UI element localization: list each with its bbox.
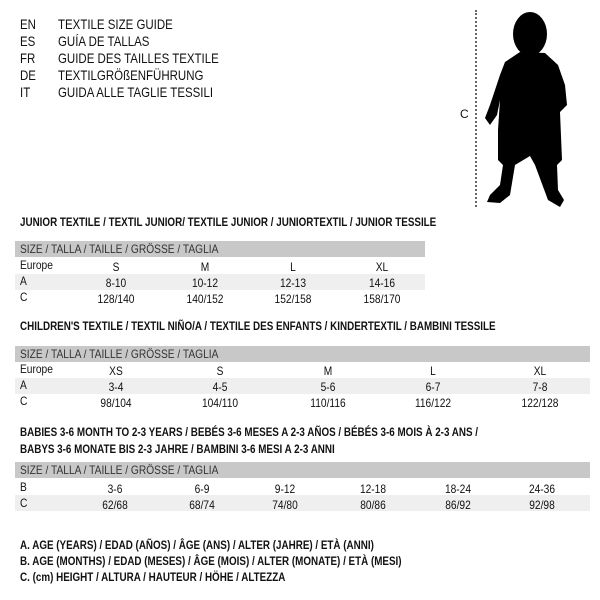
language-title: GUIDE DES TAILLES TEXTILE — [58, 50, 219, 66]
table-cell: 5-6 — [320, 380, 336, 394]
table-cell: 158/170 — [363, 292, 401, 306]
size-header-label: SIZE / TALLA / TAILLE / GRÖSSE / TAGLIA — [20, 347, 219, 361]
table-cell: M — [200, 260, 210, 274]
babies-title-line2: BABYS 3-6 MONATE BIS 2-3 JAHRE / BAMBINI… — [20, 442, 335, 456]
language-title: GUIDA ALLE TAGLIE TESSILI — [58, 84, 214, 100]
children-band — [15, 378, 590, 394]
table-cell: 4-5 — [212, 380, 228, 394]
junior-size-header: SIZE / TALLA / TAILLE / GRÖSSE / TAGLIA — [15, 241, 425, 257]
table-cell: 9-12 — [274, 482, 296, 496]
junior-band — [15, 274, 425, 290]
table-cell: 140/152 — [186, 292, 224, 306]
row-label: B — [20, 480, 27, 494]
table-cell: 128/140 — [97, 292, 135, 306]
table-cell: XL — [375, 260, 389, 274]
language-code: ES — [20, 33, 36, 49]
table-cell: 8-10 — [105, 276, 127, 290]
babies-band — [15, 495, 590, 511]
table-cell: 3-6 — [107, 482, 123, 496]
child-silhouette-icon — [485, 12, 567, 207]
language-title: TEXTILE SIZE GUIDE — [58, 16, 173, 32]
table-cell: 104/110 — [201, 396, 239, 410]
language-code: FR — [20, 50, 36, 66]
row-label: Europe — [20, 362, 53, 376]
table-cell: XS — [109, 364, 123, 378]
table-cell: 122/128 — [521, 396, 559, 410]
table-cell: 7-8 — [532, 380, 548, 394]
table-cell: S — [112, 260, 120, 274]
row-label: C — [20, 496, 28, 510]
babies-size-header: SIZE / TALLA / TAILLE / GRÖSSE / TAGLIA — [15, 462, 590, 478]
table-cell: 12-18 — [359, 482, 387, 496]
table-cell: 14-16 — [368, 276, 396, 290]
row-label: Europe — [20, 258, 53, 272]
table-cell: 68/74 — [189, 498, 215, 512]
table-cell: 80/86 — [360, 498, 386, 512]
row-label: C — [20, 394, 28, 408]
height-measure-line — [475, 10, 477, 207]
language-title: TEXTILGRÖßENFÜHRUNG — [58, 67, 204, 83]
babies-title-line1: BABIES 3-6 MONTH TO 2-3 YEARS / BEBÉS 3-… — [20, 425, 479, 439]
table-cell: 10-12 — [191, 276, 219, 290]
children-title: CHILDREN'S TEXTILE / TEXTIL NIÑO/A / TEX… — [20, 319, 496, 333]
legend-c: C. (cm) HEIGHT / ALTURA / HAUTEUR / HÖHE… — [20, 570, 286, 584]
table-cell: 6-7 — [425, 380, 441, 394]
table-cell: 116/122 — [414, 396, 452, 410]
table-cell: 86/92 — [445, 498, 471, 512]
table-cell: XL — [533, 364, 547, 378]
language-title: GUÍA DE TALLAS — [58, 33, 150, 49]
height-label: C — [460, 107, 469, 121]
table-cell: 92/98 — [529, 498, 555, 512]
children-size-header: SIZE / TALLA / TAILLE / GRÖSSE / TAGLIA — [15, 346, 590, 362]
table-cell: 24-36 — [528, 482, 556, 496]
legend-b: B. AGE (MONTHS) / EDAD (MESES) / ÂGE (MO… — [20, 554, 402, 568]
row-label: A — [20, 274, 27, 288]
table-cell: 152/158 — [274, 292, 312, 306]
table-cell: M — [323, 364, 333, 378]
row-label: A — [20, 378, 27, 392]
table-cell: 3-4 — [108, 380, 124, 394]
table-cell: L — [290, 260, 296, 274]
table-cell: 18-24 — [444, 482, 472, 496]
table-cell: 12-13 — [279, 276, 307, 290]
language-code: EN — [20, 16, 36, 32]
table-cell: S — [216, 364, 224, 378]
size-header-label: SIZE / TALLA / TAILLE / GRÖSSE / TAGLIA — [20, 242, 219, 256]
size-header-label: SIZE / TALLA / TAILLE / GRÖSSE / TAGLIA — [20, 463, 219, 477]
row-label: C — [20, 290, 28, 304]
table-cell: 62/68 — [102, 498, 128, 512]
language-code: IT — [20, 84, 31, 100]
table-cell: 74/80 — [272, 498, 298, 512]
legend-a: A. AGE (YEARS) / EDAD (AÑOS) / ÂGE (ANS)… — [20, 538, 374, 552]
table-cell: 110/116 — [310, 396, 346, 410]
table-cell: L — [430, 364, 436, 378]
junior-title: JUNIOR TEXTILE / TEXTIL JUNIOR/ TEXTILE … — [20, 215, 437, 229]
table-cell: 6-9 — [194, 482, 210, 496]
language-code: DE — [20, 67, 36, 83]
table-cell: 98/104 — [100, 396, 132, 410]
